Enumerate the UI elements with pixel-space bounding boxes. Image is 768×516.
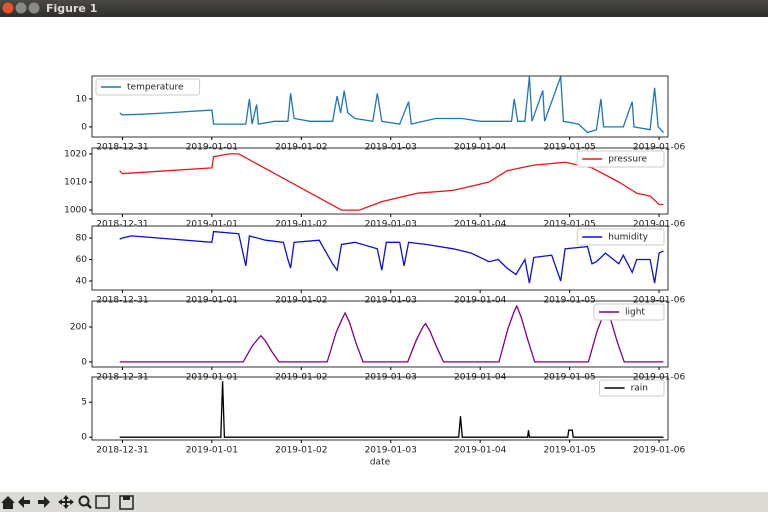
y-tick-label: 80 — [76, 234, 88, 244]
minimize-button[interactable] — [15, 2, 27, 14]
x-tick-label: 2019-01-02 — [275, 446, 327, 456]
legend-label: temperature — [127, 83, 184, 93]
x-tick-label: 2019-01-01 — [186, 373, 238, 383]
y-tick-label: 0 — [81, 357, 87, 367]
x-tick-label: 2019-01-06 — [633, 220, 686, 230]
x-tick-label: 2019-01-02 — [275, 373, 327, 383]
x-tick-label: 2019-01-06 — [633, 446, 686, 456]
pan-button[interactable] — [58, 495, 74, 509]
x-tick-label: 2019-01-03 — [365, 373, 417, 383]
x-tick-label: 2019-01-05 — [543, 296, 595, 306]
x-tick-label: 2019-01-05 — [543, 373, 595, 383]
axes-frame — [91, 147, 669, 215]
x-tick-label: 2019-01-04 — [454, 296, 507, 306]
y-tick-label: 10 — [76, 94, 88, 104]
x-tick-label: 2019-01-02 — [275, 296, 327, 306]
y-tick-label: 0 — [81, 433, 87, 443]
x-tick-label: 2019-01-06 — [633, 373, 686, 383]
legend-label: pressure — [608, 155, 647, 165]
axes-frame — [91, 376, 669, 441]
y-tick-label: 0 — [81, 122, 87, 132]
legend-box — [95, 78, 201, 96]
legend-box — [576, 150, 665, 168]
x-tick-label: 2019-01-04 — [454, 143, 507, 153]
x-tick-label: 2018-12-31 — [96, 296, 148, 306]
window-title: Figure 1 — [46, 2, 97, 15]
x-tick-label: 2018-12-31 — [96, 143, 148, 153]
y-tick-label: 60 — [76, 255, 88, 265]
y-tick-label: 200 — [70, 323, 87, 333]
series-line — [119, 153, 664, 211]
zoom-button[interactable] — [78, 495, 90, 507]
y-tick-label: 1000 — [64, 206, 87, 216]
toolbar — [0, 492, 768, 512]
x-tick-label: 2019-01-05 — [543, 220, 595, 230]
x-tick-label: 2019-01-06 — [633, 296, 686, 306]
y-tick-label: 40 — [76, 276, 88, 286]
x-axis-label: date — [370, 458, 391, 468]
x-tick-label: 2019-01-04 — [454, 446, 507, 456]
axes-frame — [91, 75, 669, 138]
back-button[interactable] — [18, 496, 30, 508]
save-icon-part — [123, 496, 130, 500]
legend-box — [593, 303, 665, 321]
legend-label: rain — [631, 384, 648, 394]
series-line — [119, 76, 664, 134]
series-line — [119, 230, 664, 284]
series-line — [119, 304, 664, 363]
legend-box — [576, 228, 665, 246]
x-tick-label: 2019-01-01 — [186, 296, 238, 306]
forward-button[interactable] — [38, 496, 50, 508]
x-tick-label: 2019-01-02 — [275, 220, 327, 230]
x-tick-label: 2018-12-31 — [96, 373, 148, 383]
x-tick-label: 2019-01-01 — [186, 220, 238, 230]
x-tick-label: 2019-01-01 — [186, 446, 238, 456]
toolbar-icons — [1, 495, 134, 510]
y-tick-label: 1020 — [64, 149, 87, 159]
series-line — [119, 381, 664, 438]
title-bar — [0, 0, 768, 17]
home-button[interactable] — [1, 496, 15, 509]
x-tick-label: 2018-12-31 — [96, 446, 148, 456]
x-tick-label: 2019-01-05 — [543, 446, 595, 456]
legend-box — [599, 379, 665, 397]
maximize-button[interactable] — [28, 2, 40, 14]
x-tick-label: 2019-01-04 — [454, 220, 507, 230]
x-tick-label: 2019-01-03 — [365, 220, 417, 230]
legend-label: light — [625, 308, 645, 318]
y-tick-label: 1010 — [64, 177, 87, 187]
x-tick-label: 2019-01-01 — [186, 143, 238, 153]
close-button[interactable] — [2, 2, 14, 14]
x-tick-label: 2019-01-02 — [275, 143, 327, 153]
x-tick-label: 2019-01-03 — [365, 143, 417, 153]
y-tick-label: 5 — [81, 398, 87, 408]
axes-frame — [91, 300, 669, 368]
x-tick-label: 2019-01-04 — [454, 373, 507, 383]
configure-button[interactable] — [95, 495, 110, 509]
zoom-handle — [86, 503, 92, 509]
x-tick-label: 2019-01-05 — [543, 143, 595, 153]
x-tick-label: 2019-01-06 — [633, 143, 686, 153]
x-tick-label: 2019-01-03 — [365, 446, 417, 456]
axes-frame — [91, 225, 669, 291]
x-tick-label: 2019-01-03 — [365, 296, 417, 306]
x-tick-label: 2018-12-31 — [96, 220, 148, 230]
legend-label: humidity — [608, 233, 648, 243]
